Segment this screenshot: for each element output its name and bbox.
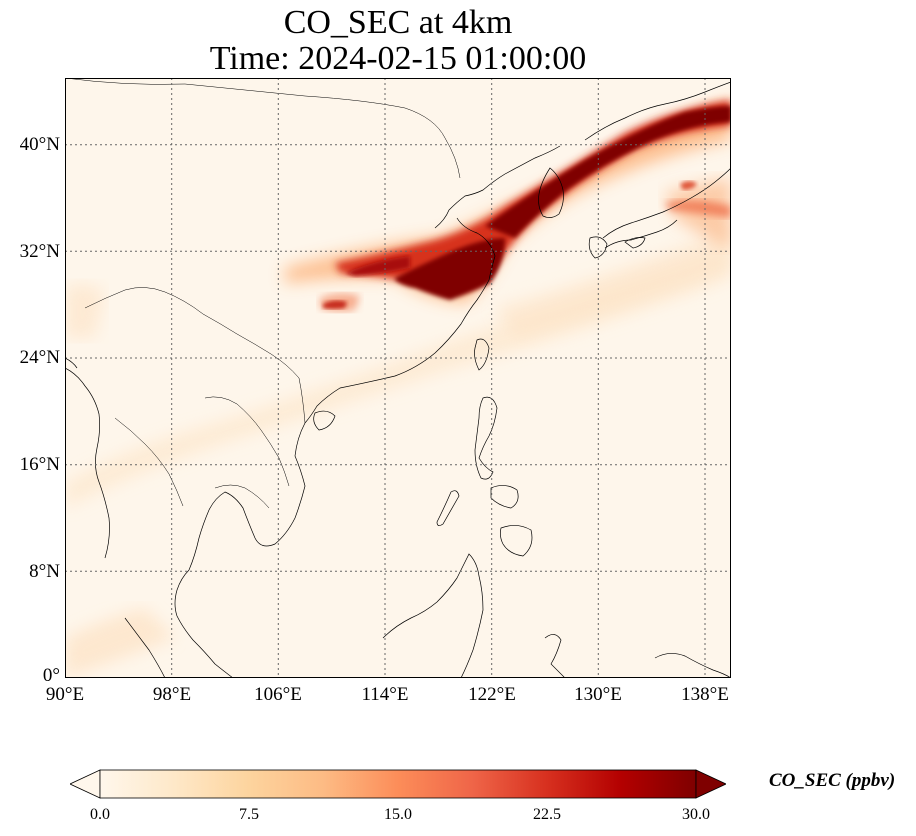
border-laos-vietnam — [204, 396, 290, 487]
coastline-indochina — [188, 422, 306, 571]
colorbar-tick-30: 30.0 — [682, 806, 710, 823]
colorbar-tick-15: 15.0 — [384, 806, 412, 823]
coastline-philippines-luzon — [474, 396, 498, 480]
lat-label-32n: 32°N — [19, 241, 60, 262]
coastline-gulf-thailand — [174, 569, 234, 678]
plume-spot-japan-east — [665, 200, 731, 218]
gridlines — [65, 78, 731, 678]
diffuse-band-west — [65, 284, 105, 338]
country-borders — [65, 78, 461, 509]
lat-label-0: 0° — [42, 665, 60, 686]
coastline-bay-bengal — [65, 357, 78, 369]
coastline-bohai — [434, 145, 561, 229]
coastline-china-east — [304, 217, 496, 424]
coastline-philippines-visayas — [490, 485, 519, 509]
plume-core-yangtze — [395, 238, 505, 300]
coastline-new-guinea — [654, 653, 731, 678]
coastline-hainan — [313, 410, 336, 431]
lat-label-8n: 8°N — [29, 561, 60, 582]
coastline-northeast — [584, 81, 731, 141]
lon-label-90e: 90°E — [45, 684, 85, 705]
lat-label-40n: 40°N — [19, 134, 60, 155]
coastline-borneo — [382, 553, 484, 678]
map-panel — [65, 78, 731, 678]
border-china-south — [84, 287, 306, 424]
coastlines — [65, 81, 731, 678]
lon-label-138e: 138°E — [681, 684, 729, 705]
plume-spot-japan — [680, 181, 697, 190]
coastline-korea — [538, 167, 564, 218]
lon-label-122e: 122°E — [468, 684, 516, 705]
diffuse-band-south — [65, 608, 175, 678]
border-thailand-cambodia — [214, 484, 270, 509]
colorbar-tick-7-5: 7.5 — [239, 806, 259, 823]
lon-label-106e: 106°E — [254, 684, 302, 705]
map-frame — [65, 78, 731, 678]
coastline-kyushu — [588, 236, 608, 259]
coastline-sulawesi — [544, 634, 566, 678]
colorbar-extend-max — [695, 769, 726, 799]
plume-spot-south — [323, 300, 347, 309]
coastline-shikoku — [624, 237, 646, 249]
lon-label-130e: 130°E — [574, 684, 622, 705]
colorbar-extend-min — [70, 769, 101, 799]
colorbar-gradient — [99, 769, 697, 799]
colorbar-label: CO_SEC (ppbv) — [769, 770, 896, 791]
lon-label-98e: 98°E — [152, 684, 192, 705]
lon-label-114e: 114°E — [361, 684, 409, 705]
chart-title-line1: CO_SEC at 4km — [283, 4, 513, 41]
coastline-palawan — [436, 490, 460, 526]
coastline-myanmar — [65, 367, 110, 559]
colorbar-tick-0: 0.0 — [90, 806, 110, 823]
colorbar — [70, 769, 726, 799]
concentration-field — [65, 100, 731, 678]
coastline-taiwan — [474, 338, 490, 371]
coastline-japan-honshu — [602, 167, 731, 239]
diffuse-band-east — [495, 228, 731, 338]
plume-core-west — [345, 256, 410, 276]
border-myanmar-thailand — [114, 417, 184, 507]
chart-title-line2: Time: 2024-02-15 01:00:00 — [209, 40, 587, 77]
coastline-philippines-mindanao — [499, 525, 533, 557]
border-china-mongolia — [65, 78, 461, 179]
coastline-japan-south — [604, 219, 678, 249]
lat-label-16n: 16°N — [19, 454, 60, 475]
lat-label-24n: 24°N — [19, 347, 60, 368]
plume-core-northeast — [485, 106, 731, 238]
colorbar-tick-22-5: 22.5 — [533, 806, 561, 823]
coastline-sumatra-malay — [124, 617, 166, 678]
